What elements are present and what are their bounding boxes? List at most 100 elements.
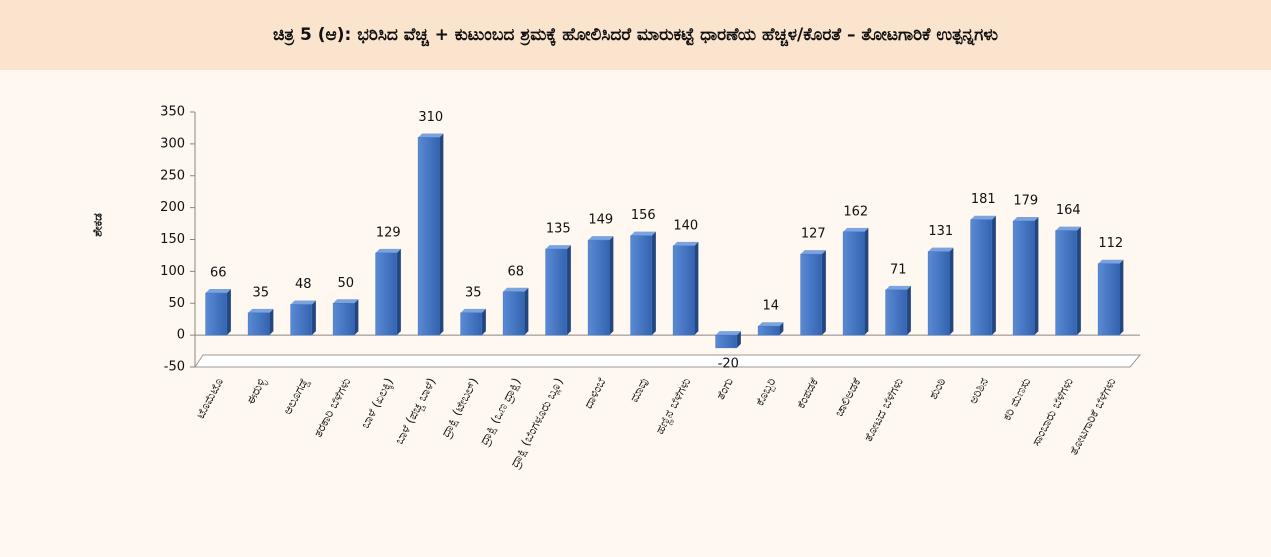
data-label: 71 xyxy=(890,262,907,277)
data-label: 35 xyxy=(465,285,482,300)
y-tick-label: 350 xyxy=(160,105,185,120)
bar-side xyxy=(566,245,571,336)
bar-side xyxy=(906,285,911,336)
x-tick-label: ಬಾಳೆ (ಏಲಕ್ಕಿ) xyxy=(358,375,397,431)
x-tick-label: ಕೆಂಪಡಕೆ xyxy=(793,375,821,411)
bar xyxy=(630,235,653,336)
bar-top xyxy=(205,289,231,294)
bar xyxy=(290,304,313,336)
bar-side xyxy=(1034,217,1039,336)
data-label: 164 xyxy=(1056,203,1081,218)
y-tick-label: -50 xyxy=(164,360,185,375)
data-label: 127 xyxy=(801,227,826,242)
data-label: 162 xyxy=(843,204,868,219)
bar-side xyxy=(354,299,359,336)
x-tick-label: ತೆಂಗು xyxy=(713,375,736,402)
x-tick-label: ಸಾಂಬಾರು ಬೆಳೆಗಳು xyxy=(1028,375,1076,448)
data-label: 179 xyxy=(1013,194,1038,209)
x-tick-label: ತೋಟಗಾರಿಕೆ ಬೆಳೆಗಳು xyxy=(1066,375,1118,457)
bar-side xyxy=(439,133,444,336)
data-label: 48 xyxy=(295,277,312,292)
bar-top xyxy=(673,241,699,246)
y-tick-label: 300 xyxy=(160,136,185,151)
bar-side xyxy=(311,300,316,336)
bar xyxy=(800,253,823,336)
data-label: 129 xyxy=(376,225,401,240)
x-tick-label: ಕರಿ ಮೆಣಸು xyxy=(999,375,1033,422)
bar-top xyxy=(928,247,954,252)
bar-top xyxy=(758,322,784,327)
bar xyxy=(545,248,568,336)
bar-side xyxy=(949,247,954,336)
data-label: 149 xyxy=(588,213,613,228)
y-tick-label: 150 xyxy=(160,232,185,247)
bar xyxy=(375,252,398,336)
bar-top xyxy=(800,250,826,255)
bar-top xyxy=(503,287,529,292)
bar-side xyxy=(396,248,401,336)
bar xyxy=(757,325,780,336)
bar-top xyxy=(375,248,401,253)
bar xyxy=(247,312,270,336)
y-tick-label: 200 xyxy=(160,200,185,215)
bar xyxy=(1097,263,1120,336)
bar-side xyxy=(609,236,614,336)
bar-side xyxy=(991,215,996,336)
bar xyxy=(885,289,908,336)
x-tick-label: ತೋಟದ ಬೆಳೆಗಳು xyxy=(861,375,906,443)
bar xyxy=(205,292,228,336)
bar-side xyxy=(269,308,274,336)
bar xyxy=(927,251,950,336)
bar-side xyxy=(481,308,486,336)
x-tick-label: ದ್ರಾಕ್ಷಿ (ಒಣ ದ್ರಾಕ್ಷಿ) xyxy=(476,375,524,448)
data-label: 112 xyxy=(1098,236,1123,251)
data-label: 50 xyxy=(337,276,354,291)
bar-side xyxy=(779,322,784,336)
x-tick-label: ಶುಂಠಿ xyxy=(926,375,949,401)
bar-top xyxy=(333,299,359,304)
chart-title: ಚಿತ್ರ 5 (ಆ): ಭರಿಸಿದ ವೆಚ್ಚ + ಕುಟುಂಬದ ಶ್ರಮ… xyxy=(0,0,1271,70)
x-tick-label: ಬಾಳೆ (ಪಚ್ಚ ಬಾಳೆ) xyxy=(392,375,440,447)
bar-side xyxy=(1119,259,1124,336)
data-label: 14 xyxy=(762,299,779,314)
bar-top xyxy=(248,308,274,313)
x-tick-label: ಮಾವು xyxy=(627,375,651,404)
bar-side xyxy=(226,289,231,336)
data-label: 135 xyxy=(546,222,571,237)
x-tick-label: ಕೊಬ್ಬರಿ xyxy=(752,375,779,408)
bar xyxy=(332,303,355,336)
bar-top xyxy=(1013,217,1039,222)
y-tick-label: 50 xyxy=(168,296,185,311)
data-label: 66 xyxy=(210,266,227,281)
data-label: 156 xyxy=(631,208,656,223)
y-axis-label: ಶೇಕಡ xyxy=(91,213,105,237)
bar xyxy=(587,239,610,336)
bar xyxy=(460,312,483,336)
bar xyxy=(715,334,738,349)
x-tick-label: ಈರುಳ್ಳಿ xyxy=(243,375,270,407)
bar xyxy=(1012,220,1035,336)
bar-side xyxy=(736,331,741,348)
x-tick-label: ಚಾಲಿಅಡಕೆ xyxy=(832,375,864,419)
floor xyxy=(194,354,1142,368)
bar xyxy=(1055,230,1078,336)
x-tick-label: ದ್ರಾಕ್ಷಿ (ಟೇಬಲ್) xyxy=(438,375,482,440)
bar-top xyxy=(1098,259,1124,264)
bar-top xyxy=(588,236,614,241)
bar-top xyxy=(545,245,571,250)
bar-top xyxy=(290,300,316,305)
bar xyxy=(417,137,440,336)
y-tick-label: 100 xyxy=(160,264,185,279)
x-tick-label: ಹಣ್ಣಿನ ಬೆಳೆಗಳು xyxy=(652,375,695,437)
chart: ಶೇಕಡ -50 0 50 100 150 200 250 300 350 ಟೊಮೆಟೊ 66 ಈರು… xyxy=(91,105,1142,471)
data-label: 35 xyxy=(252,285,269,300)
data-label: 68 xyxy=(507,264,524,279)
bar-top xyxy=(715,331,741,336)
data-label: 140 xyxy=(673,218,698,233)
bar-top xyxy=(885,285,911,290)
bar-top xyxy=(843,227,869,232)
data-label: -20 xyxy=(718,356,739,371)
bar-side xyxy=(821,250,826,336)
bar-side xyxy=(864,227,869,336)
